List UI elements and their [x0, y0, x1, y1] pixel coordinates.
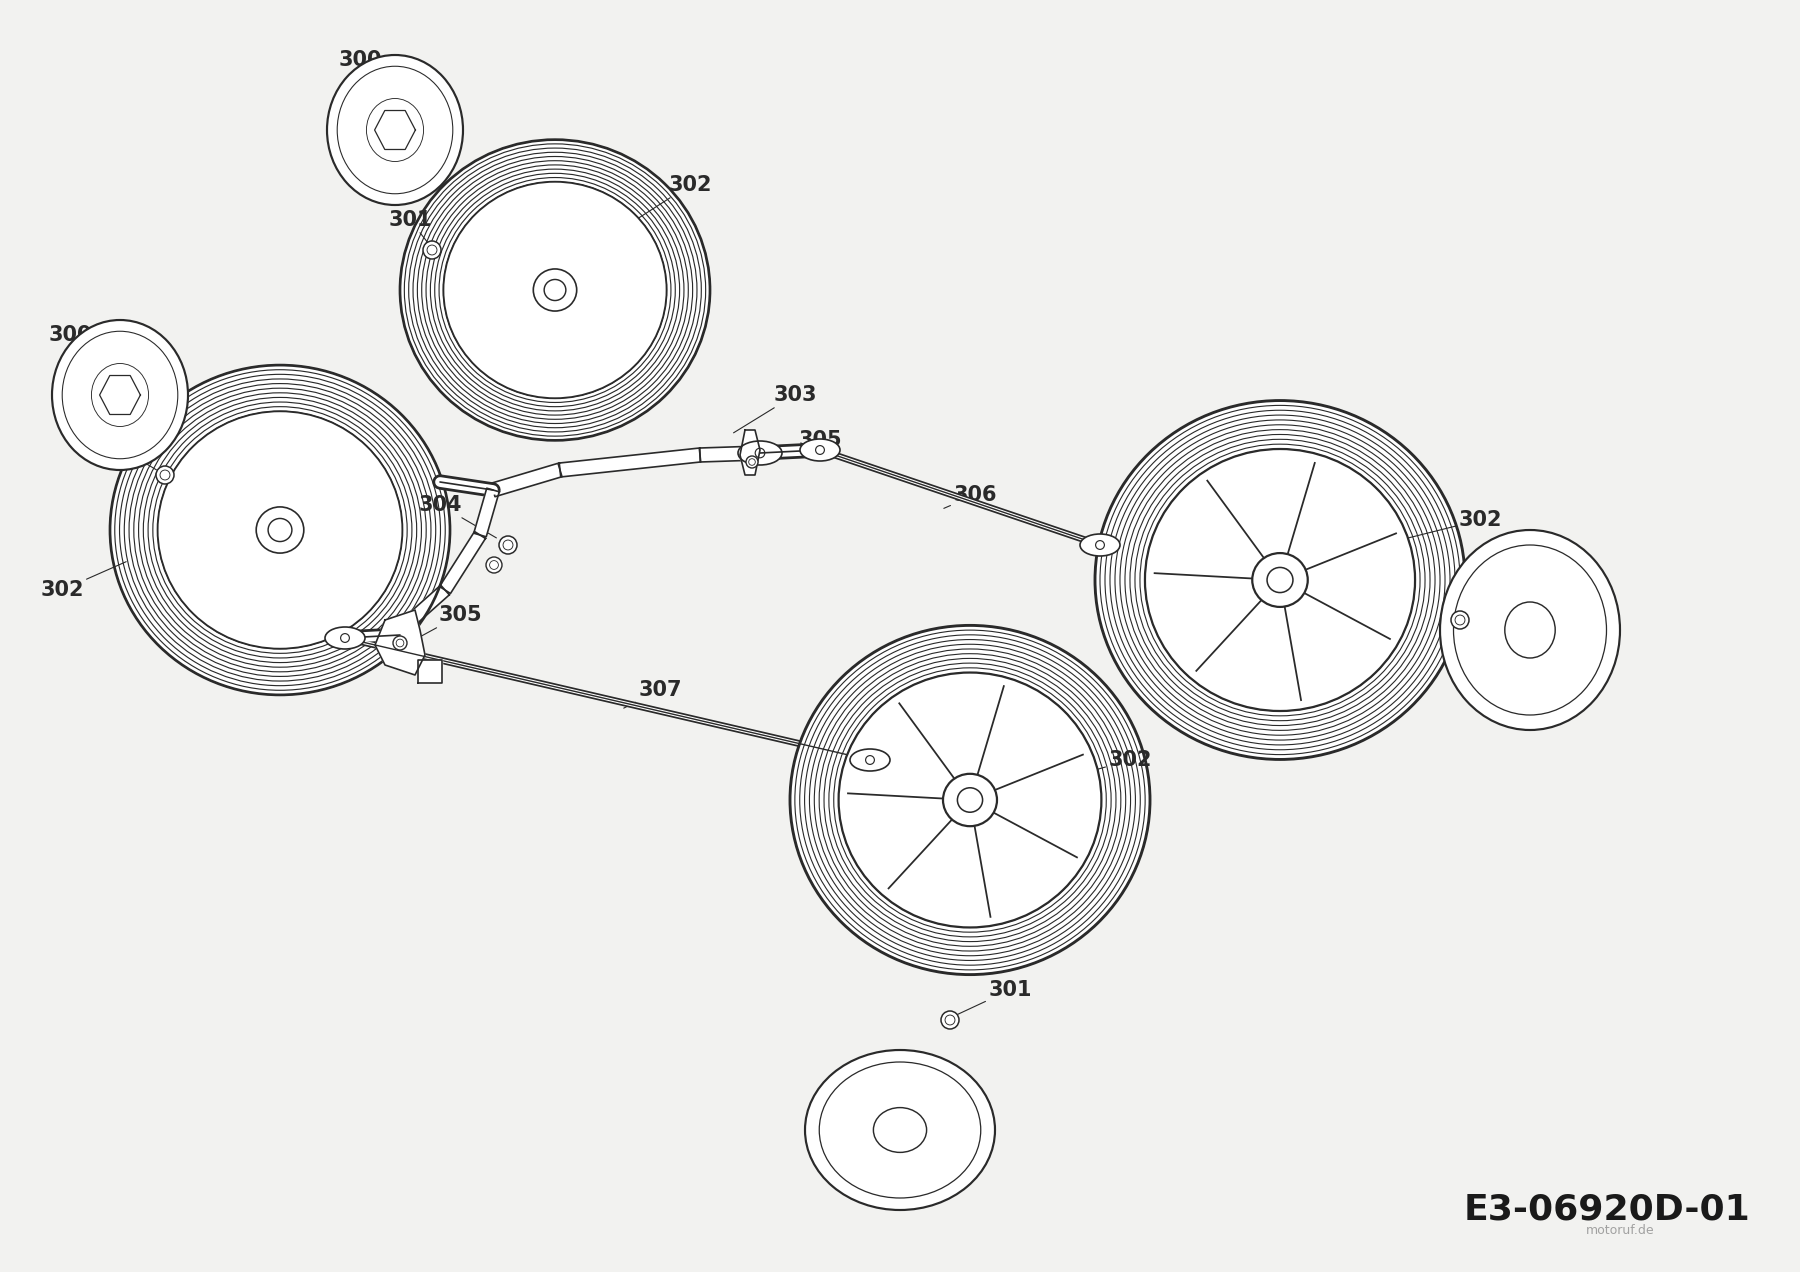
Circle shape: [157, 466, 175, 485]
Ellipse shape: [799, 439, 841, 460]
Polygon shape: [491, 463, 562, 496]
Text: 304: 304: [418, 495, 497, 538]
Text: 303: 303: [734, 385, 817, 432]
Ellipse shape: [268, 519, 292, 542]
Ellipse shape: [1080, 534, 1120, 556]
Ellipse shape: [328, 55, 463, 205]
Polygon shape: [418, 660, 443, 683]
Polygon shape: [374, 611, 425, 675]
Ellipse shape: [1145, 449, 1415, 711]
Ellipse shape: [158, 411, 403, 649]
Text: 302: 302: [1064, 750, 1152, 778]
Circle shape: [486, 557, 502, 572]
Polygon shape: [740, 430, 760, 474]
Circle shape: [499, 536, 517, 555]
Text: 302: 302: [623, 176, 711, 228]
Circle shape: [423, 240, 441, 259]
Circle shape: [745, 455, 758, 468]
Ellipse shape: [110, 365, 450, 695]
Circle shape: [941, 1011, 959, 1029]
Text: 301: 301: [956, 979, 1031, 1015]
Polygon shape: [473, 488, 499, 537]
Polygon shape: [560, 448, 700, 477]
Ellipse shape: [1267, 567, 1292, 593]
Ellipse shape: [400, 140, 709, 440]
Text: E3-06920D-01: E3-06920D-01: [1463, 1193, 1750, 1227]
Ellipse shape: [256, 508, 304, 553]
Polygon shape: [396, 585, 450, 635]
Polygon shape: [439, 532, 486, 594]
Ellipse shape: [839, 673, 1102, 927]
Ellipse shape: [326, 627, 365, 649]
Ellipse shape: [533, 268, 576, 312]
Text: 301: 301: [389, 210, 432, 244]
Ellipse shape: [790, 626, 1150, 974]
Text: 300: 300: [49, 326, 106, 371]
Text: motoruf.de: motoruf.de: [1586, 1224, 1654, 1236]
Text: 307: 307: [625, 681, 682, 709]
Text: 302: 302: [1384, 510, 1501, 544]
Ellipse shape: [850, 749, 889, 771]
Text: 305: 305: [409, 605, 482, 644]
Circle shape: [392, 636, 407, 650]
Polygon shape: [700, 446, 760, 462]
Ellipse shape: [1253, 553, 1309, 607]
Ellipse shape: [52, 321, 187, 469]
Circle shape: [1451, 611, 1469, 628]
Text: 301: 301: [94, 435, 157, 469]
Text: 305: 305: [774, 430, 842, 458]
Ellipse shape: [738, 441, 781, 466]
Text: 300: 300: [338, 50, 382, 116]
Text: 306: 306: [943, 485, 997, 509]
Ellipse shape: [544, 280, 565, 300]
Text: 300: 300: [848, 1085, 895, 1105]
Text: 302: 302: [40, 562, 126, 600]
Ellipse shape: [958, 787, 983, 813]
Ellipse shape: [943, 773, 997, 827]
Ellipse shape: [805, 1049, 995, 1210]
Ellipse shape: [1440, 530, 1620, 730]
Text: 301: 301: [1467, 585, 1611, 617]
Ellipse shape: [443, 182, 666, 398]
Text: 300: 300: [1539, 663, 1591, 700]
Ellipse shape: [1094, 401, 1465, 759]
